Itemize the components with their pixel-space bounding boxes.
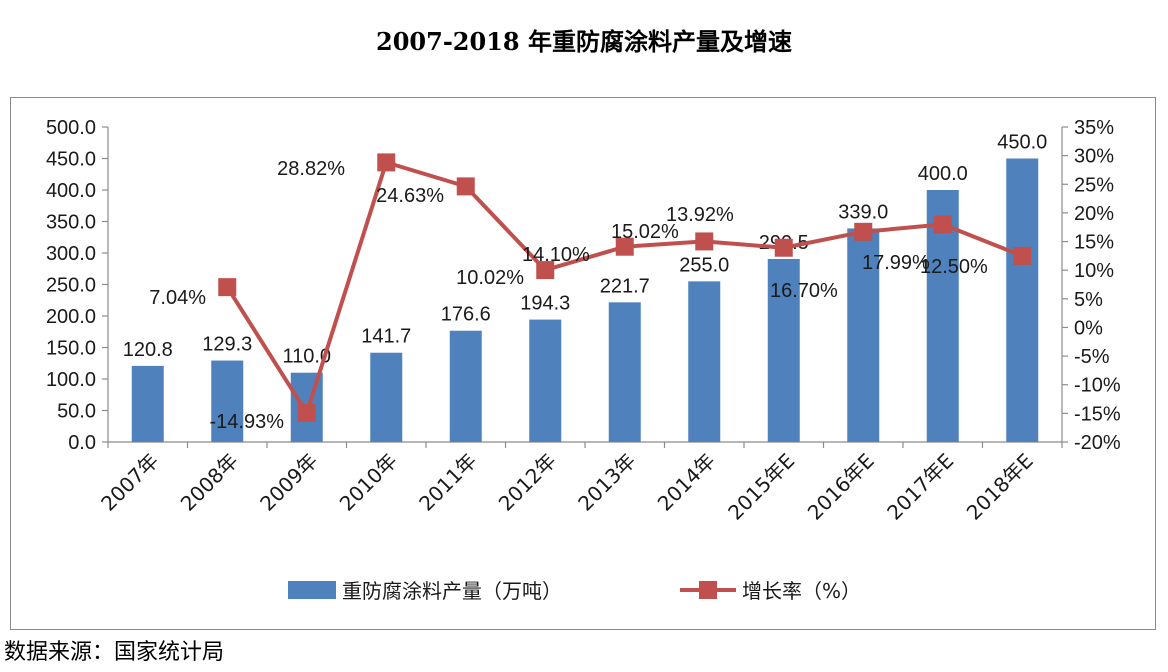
- legend-bar-swatch: [288, 581, 336, 599]
- bar-data-label: 255.0: [679, 254, 729, 276]
- bar: [529, 319, 562, 442]
- bar-data-label: 339.0: [838, 201, 888, 223]
- bar-data-label: 176.6: [441, 304, 491, 326]
- bar: [370, 352, 403, 442]
- right-tick-label: 20%: [1074, 203, 1114, 225]
- bar: [1006, 158, 1039, 442]
- growth-marker: [377, 153, 396, 172]
- left-tick-label: 100.0: [46, 369, 96, 391]
- bar-data-label: 141.7: [361, 326, 411, 348]
- right-tick-label: -20%: [1074, 432, 1121, 454]
- growth-marker: [1013, 246, 1032, 265]
- x-tick-label: 2017年E: [882, 449, 958, 525]
- right-tick-label: 35%: [1074, 117, 1114, 139]
- left-tick-label: 350.0: [46, 212, 96, 234]
- bar-data-label: 110.0: [282, 346, 331, 368]
- x-tick-label: 2012年: [494, 449, 561, 516]
- left-tick-label: 400.0: [46, 180, 96, 202]
- line-data-label: 28.82%: [277, 158, 345, 180]
- x-tick-label: 2008年: [176, 449, 243, 516]
- bar-data-label: 400.0: [918, 163, 968, 185]
- bar-data-label: 194.3: [520, 293, 570, 315]
- left-tick-label: 200.0: [46, 306, 96, 328]
- growth-marker: [854, 222, 873, 241]
- line-data-label: 17.99%: [862, 252, 930, 274]
- right-tick-label: -10%: [1074, 375, 1121, 397]
- right-tick-label: 30%: [1074, 146, 1114, 168]
- source-note: 数据来源：国家统计局: [4, 640, 225, 665]
- bar: [449, 330, 482, 442]
- x-tick-label: 2007年: [96, 449, 163, 516]
- line-data-label: 15.02%: [611, 221, 679, 243]
- line-data-label: 10.02%: [456, 267, 524, 289]
- left-tick-label: 250.0: [46, 275, 96, 297]
- growth-marker: [456, 177, 475, 196]
- left-tick-label: 50.0: [57, 401, 96, 423]
- bar-data-label: 450.0: [997, 132, 1047, 154]
- bar: [688, 281, 721, 442]
- x-tick-label: 2016年E: [803, 449, 879, 525]
- bar: [608, 302, 641, 442]
- line-data-label: 7.04%: [149, 287, 206, 309]
- legend-line-marker: [699, 581, 717, 599]
- bar: [131, 365, 164, 442]
- x-tick-label: 2018年E: [962, 449, 1038, 525]
- right-tick-label: 0%: [1074, 317, 1103, 339]
- left-tick-label: 300.0: [46, 243, 96, 265]
- x-tick-label: 2010年: [335, 449, 402, 516]
- left-tick-label: 450.0: [46, 149, 96, 171]
- legend-line-label: 增长率（%）: [742, 579, 861, 603]
- bar-data-label: 120.8: [123, 339, 173, 361]
- bar-data-label: 221.7: [600, 275, 650, 297]
- left-tick-label: 500.0: [46, 117, 96, 139]
- growth-marker: [536, 261, 555, 280]
- x-tick-label: 2009年: [255, 449, 322, 516]
- line-data-label: 12.50%: [920, 256, 988, 278]
- line-data-label: 14.10%: [522, 244, 590, 266]
- right-tick-label: -15%: [1074, 403, 1121, 425]
- line-data-label: 13.92%: [666, 204, 734, 226]
- bar: [767, 258, 800, 442]
- chart-frame: [10, 97, 1156, 630]
- left-tick-label: 150.0: [46, 338, 96, 360]
- right-tick-label: 15%: [1074, 232, 1114, 254]
- right-tick-label: 5%: [1074, 289, 1103, 311]
- right-tick-label: -5%: [1074, 346, 1110, 368]
- line-data-label: 24.63%: [376, 185, 444, 207]
- growth-marker: [615, 237, 634, 256]
- x-tick-label: 2014年: [653, 449, 720, 516]
- bar: [847, 228, 880, 442]
- line-data-label: -14.93%: [210, 411, 285, 433]
- x-tick-label: 2011年: [414, 449, 481, 516]
- bar-data-label: 129.3: [202, 334, 252, 356]
- right-tick-label: 25%: [1074, 174, 1114, 196]
- growth-marker: [218, 278, 237, 297]
- left-tick-label: 0.0: [68, 432, 96, 454]
- growth-marker: [695, 232, 714, 251]
- bar: [211, 360, 244, 442]
- line-data-label: 16.70%: [770, 280, 838, 302]
- right-tick-label: 10%: [1074, 260, 1114, 282]
- growth-marker: [774, 238, 793, 257]
- x-tick-label: 2013年: [573, 449, 640, 516]
- growth-marker: [933, 215, 952, 234]
- legend-bar-label: 重防腐涂料产量（万吨）: [342, 579, 562, 603]
- chart-title: 2007-2018 年重防腐涂料产量及增速: [376, 27, 792, 56]
- x-tick-label: 2015年E: [723, 449, 799, 525]
- growth-marker: [297, 403, 316, 422]
